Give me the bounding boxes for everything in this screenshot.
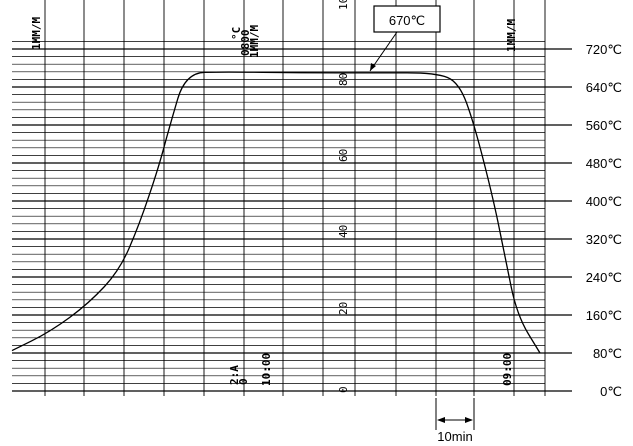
y-tick-label: 320℃ <box>586 232 622 247</box>
recorder-mark: 0 <box>237 378 250 385</box>
recorder-mark: 1MM/M <box>248 25 261 58</box>
y-tick-label: 560℃ <box>586 118 622 133</box>
temperature-curve <box>11 71 541 354</box>
recorder-mark: °C <box>230 27 243 40</box>
recorder-mark: 1MM/M <box>505 19 518 52</box>
annotation-callout: 670℃ <box>369 5 441 72</box>
vertical-grid-lines <box>44 0 546 396</box>
scale-bar-label: 10min <box>437 429 472 444</box>
chart-scale-labels: 0 20 40 60 80 100 <box>337 0 350 393</box>
chart-scale-label: 20 <box>337 302 350 315</box>
chart-scale-label: 60 <box>337 149 350 162</box>
time-scale-bar: 10min <box>435 398 475 444</box>
chart-scale-label: 40 <box>337 225 350 238</box>
y-tick-label: 640℃ <box>586 80 622 95</box>
y-tick-label: 160℃ <box>586 308 622 323</box>
y-tick-labels: 720℃ 640℃ 560℃ 480℃ 400℃ 320℃ 240℃ 160℃ 80℃ 0℃ <box>586 42 622 399</box>
scale-bar-arrow-left <box>437 417 445 423</box>
y-tick-label: 400℃ <box>586 194 622 209</box>
chart-scale-label: 100 <box>337 0 350 10</box>
chart-scale-label: 0 <box>337 386 350 393</box>
chart-scale-label: 80 <box>337 73 350 86</box>
y-tick-label: 720℃ <box>586 42 622 57</box>
grid-lines <box>12 48 572 392</box>
y-tick-label: 480℃ <box>586 156 622 171</box>
scale-bar-arrow-right <box>465 417 473 423</box>
annotation-arrowhead <box>370 63 376 71</box>
annotation-box <box>373 5 441 33</box>
y-tick-label: 0℃ <box>600 384 622 399</box>
annotation-arrow <box>369 31 398 72</box>
recorder-mark: 09:00 <box>501 353 514 386</box>
y-tick-label: 80℃ <box>593 346 622 361</box>
recorder-mark: 0800 <box>239 30 252 57</box>
recorder-mark: 10:00 <box>260 353 273 386</box>
minor-grid-lines <box>12 41 545 384</box>
y-tick-label: 240℃ <box>586 270 622 285</box>
recorder-mark: 1MM/M <box>30 17 43 50</box>
annotation-label: 670℃ <box>389 13 425 28</box>
recorder-mark: 2:A <box>228 365 241 385</box>
